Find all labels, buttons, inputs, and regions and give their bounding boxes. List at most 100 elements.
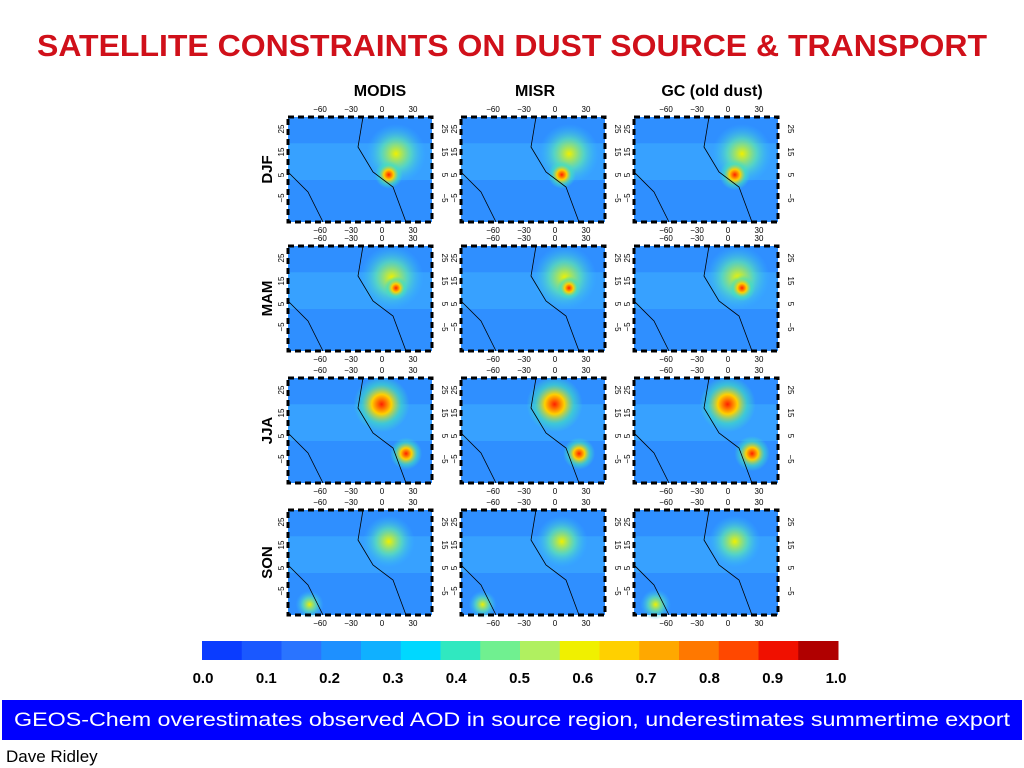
x-tick-bottom: −30 bbox=[517, 355, 531, 364]
y-tick-right: 25 bbox=[613, 386, 622, 395]
dust-plume bbox=[640, 589, 671, 620]
dust-plume bbox=[384, 276, 408, 300]
y-tick-left: 5 bbox=[450, 301, 459, 306]
x-tick-bottom: −30 bbox=[344, 619, 358, 628]
y-tick-left: −5 bbox=[277, 322, 286, 332]
x-tick-top: −30 bbox=[517, 234, 531, 243]
y-tick-left: 15 bbox=[623, 408, 632, 417]
y-tick-right: 15 bbox=[440, 409, 449, 418]
x-tick-top: −60 bbox=[486, 498, 500, 507]
x-tick-top: −30 bbox=[690, 366, 704, 375]
colorbar: 0.0 0.1 0.2 0.3 0.4 0.5 0.6 0.7 0.8 0.9 1.0 bbox=[193, 641, 846, 687]
x-tick-bottom: −60 bbox=[313, 487, 327, 496]
colorbar-label: 0.8 bbox=[699, 670, 720, 687]
y-tick-right: 5 bbox=[613, 434, 622, 439]
map-panel: −60 −60 −30 −30 0 0 30 30 25 25 15 15 5 5 −5 −5 bbox=[450, 366, 622, 496]
x-tick-bottom: −30 bbox=[344, 487, 358, 496]
map-panel: −60 −60 −30 −30 0 0 30 30 25 25 15 15 5 5 −5 −5 bbox=[277, 105, 449, 235]
map-panel: −60 −60 −30 −30 0 0 30 30 25 25 15 15 5 5 −5 −5 bbox=[623, 234, 795, 364]
map-frame bbox=[459, 508, 607, 617]
map-frame bbox=[286, 244, 434, 353]
y-tick-left: 5 bbox=[450, 433, 459, 438]
map-frame bbox=[286, 115, 434, 224]
x-tick-top: 30 bbox=[409, 105, 418, 114]
colorbar-swatch bbox=[321, 641, 362, 660]
y-tick-right: 15 bbox=[613, 148, 622, 157]
map-panel: −60 −60 −30 −30 0 0 30 30 25 25 15 15 5 5 −5 −5 bbox=[277, 498, 449, 628]
map-panel: −60 −60 −30 −30 0 0 30 30 25 25 15 15 5 5 −5 −5 bbox=[450, 498, 622, 628]
dust-plume bbox=[468, 590, 497, 619]
y-tick-left: 25 bbox=[623, 385, 632, 394]
row-label: SON bbox=[259, 546, 276, 579]
y-tick-left: 5 bbox=[277, 565, 286, 570]
map-grid: MODIS MISR GC (old dust)DJFMAMJJASON−60−60… bbox=[259, 83, 795, 628]
x-tick-bottom: 30 bbox=[582, 355, 591, 364]
dust-plume bbox=[295, 590, 324, 619]
y-tick-right: −5 bbox=[786, 193, 795, 203]
x-tick-top: 0 bbox=[553, 105, 558, 114]
slide-title: SATELLITE CONSTRAINTS ON DUST SOURCE & T… bbox=[37, 28, 987, 63]
y-tick-right: −5 bbox=[786, 322, 795, 332]
y-tick-right: 25 bbox=[613, 254, 622, 263]
map-frame bbox=[632, 115, 780, 224]
x-tick-bottom: 0 bbox=[380, 619, 385, 628]
y-tick-right: −5 bbox=[440, 322, 449, 332]
coastline bbox=[287, 116, 407, 223]
x-tick-top: 0 bbox=[380, 498, 385, 507]
dust-plume bbox=[728, 274, 756, 302]
y-tick-left: 15 bbox=[277, 408, 286, 417]
dust-plume bbox=[719, 159, 751, 191]
x-tick-bottom: −60 bbox=[659, 355, 673, 364]
y-tick-right: 5 bbox=[613, 302, 622, 307]
coastline bbox=[460, 116, 580, 223]
y-tick-left: 25 bbox=[450, 385, 459, 394]
colorbar-swatch bbox=[679, 641, 720, 660]
y-tick-right: 25 bbox=[786, 125, 795, 134]
x-tick-top: −30 bbox=[690, 105, 704, 114]
x-tick-bottom: −30 bbox=[690, 487, 704, 496]
x-tick-top: 30 bbox=[582, 498, 591, 507]
x-tick-top: −60 bbox=[313, 105, 327, 114]
x-tick-bottom: 0 bbox=[726, 355, 731, 364]
colorbar-label: 0.1 bbox=[256, 670, 277, 687]
x-tick-bottom: 30 bbox=[409, 487, 418, 496]
y-tick-right: 25 bbox=[440, 386, 449, 395]
map-panel: −60 −60 −30 −30 0 0 30 30 25 25 15 15 5 5 −5 −5 bbox=[450, 234, 622, 364]
y-tick-left: 25 bbox=[623, 124, 632, 133]
y-tick-left: −5 bbox=[623, 586, 632, 596]
x-tick-bottom: 0 bbox=[726, 487, 731, 496]
x-tick-bottom: 0 bbox=[380, 226, 385, 235]
x-tick-top: 30 bbox=[755, 234, 764, 243]
coastline bbox=[287, 509, 407, 616]
column-header: MODIS bbox=[354, 83, 407, 100]
x-tick-top: −60 bbox=[486, 366, 500, 375]
x-tick-bottom: −30 bbox=[344, 226, 358, 235]
x-tick-top: −30 bbox=[344, 366, 358, 375]
colorbar-swatch bbox=[718, 641, 759, 660]
x-tick-bottom: −60 bbox=[486, 226, 500, 235]
y-tick-right: 5 bbox=[786, 566, 795, 571]
y-tick-left: 15 bbox=[623, 540, 632, 549]
y-tick-right: 5 bbox=[440, 566, 449, 571]
x-tick-top: 0 bbox=[553, 234, 558, 243]
colorbar-label: 0.5 bbox=[509, 670, 530, 687]
coastline bbox=[460, 377, 580, 484]
x-tick-top: −30 bbox=[517, 366, 531, 375]
x-tick-top: −60 bbox=[486, 105, 500, 114]
y-tick-right: 15 bbox=[786, 409, 795, 418]
map-panel: −60 −60 −30 −30 0 0 30 30 25 25 15 15 5 5 −5 −5 bbox=[277, 366, 449, 496]
column-header: MISR bbox=[515, 83, 555, 100]
dust-plume bbox=[526, 376, 583, 433]
coastline bbox=[460, 245, 580, 352]
x-tick-bottom: 30 bbox=[755, 619, 764, 628]
x-tick-bottom: −60 bbox=[313, 226, 327, 235]
map-frame bbox=[459, 115, 607, 224]
x-tick-top: 0 bbox=[726, 105, 731, 114]
x-tick-bottom: 0 bbox=[380, 355, 385, 364]
coastline bbox=[633, 377, 753, 484]
map-panel: −60 −60 −30 −30 0 0 30 30 25 25 15 15 5 5 −5 −5 bbox=[277, 234, 449, 364]
x-tick-top: −30 bbox=[690, 498, 704, 507]
x-tick-top: 30 bbox=[409, 366, 418, 375]
colorbar-label: 0.4 bbox=[446, 670, 468, 687]
colorbar-swatch bbox=[559, 641, 600, 660]
